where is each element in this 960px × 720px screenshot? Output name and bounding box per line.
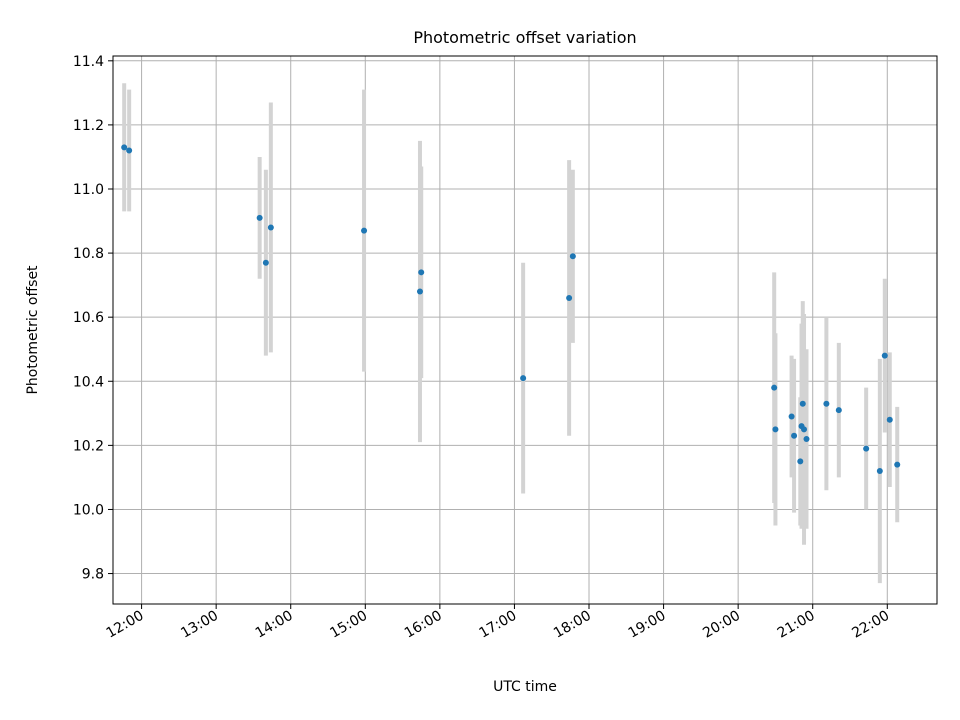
y-tick-label: 11.4 [73,54,104,70]
data-point [881,352,888,359]
y-axis-label: Photometric offset [25,265,41,395]
data-point [262,259,269,266]
data-point [566,294,573,301]
data-point [799,400,806,407]
data-point [803,435,810,442]
data-point [772,426,779,433]
data-point [267,224,274,231]
data-point [256,214,263,221]
y-tick-label: 10.2 [73,438,104,454]
data-point [126,147,133,154]
data-point [835,407,842,414]
data-point [863,445,870,452]
data-point [894,461,901,468]
data-point [569,253,576,260]
data-point [416,288,423,295]
data-point [801,426,808,433]
data-point [797,458,804,465]
data-points [121,144,901,475]
data-point [121,144,128,151]
y-tick-label: 10.0 [73,502,104,518]
data-point [886,416,893,423]
data-point [876,468,883,475]
y-tick-label: 10.4 [73,374,104,390]
data-point [791,432,798,439]
plot-frame [112,55,938,605]
data-point [361,227,368,234]
data-point [771,384,778,391]
y-tick-label: 10.8 [73,246,104,262]
x-axis-label: UTC time [493,679,557,695]
data-point [520,375,527,382]
y-axis: 9.8 10.0 10.2 10.4 10.6 10.8 11.0 11.2 11.4 [73,54,113,583]
y-tick-label: 9.8 [82,567,104,583]
data-point [823,400,830,407]
y-tick-label: 10.6 [73,310,104,326]
chart-title: Photometric offset variation [413,28,636,47]
y-tick-label: 11.2 [73,118,104,134]
y-tick-label: 11.0 [73,182,104,198]
data-point [788,413,795,420]
data-point [418,269,425,276]
